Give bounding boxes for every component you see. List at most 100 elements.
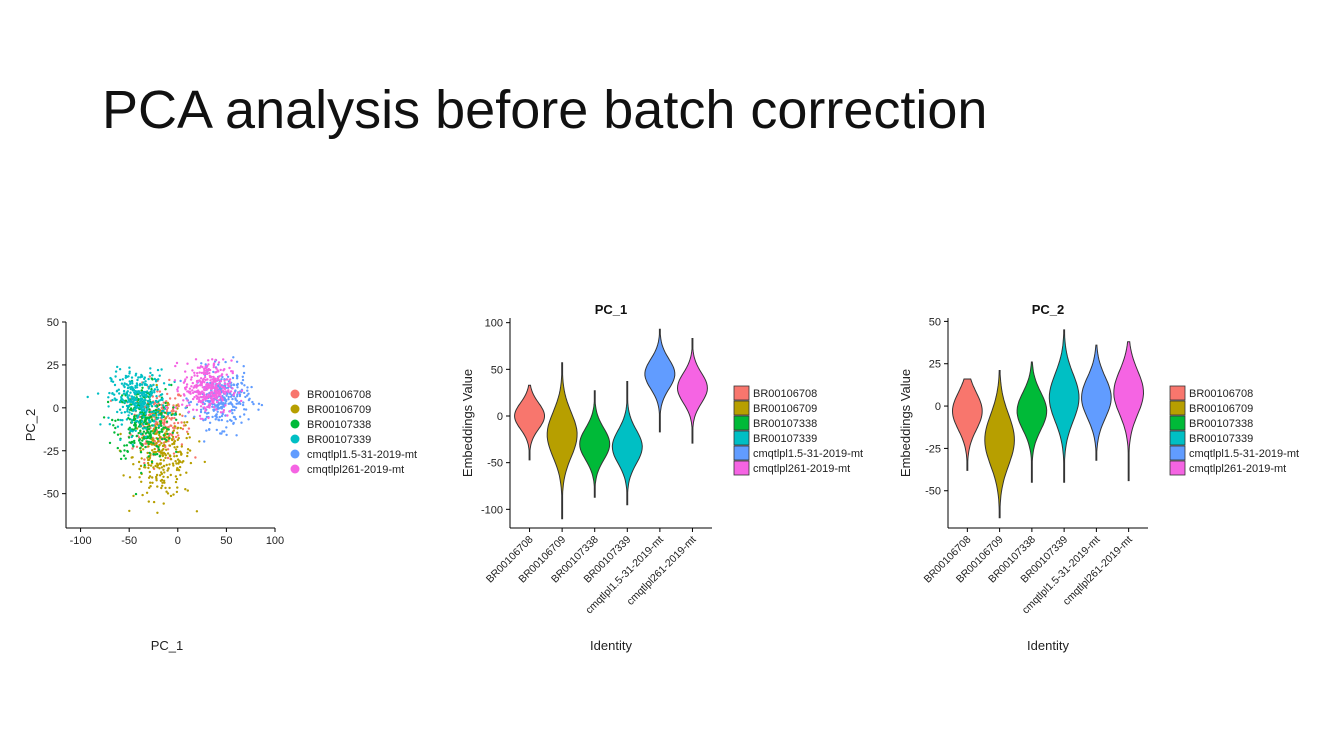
point bbox=[224, 402, 227, 405]
point bbox=[155, 386, 159, 389]
point bbox=[153, 420, 156, 423]
point bbox=[180, 443, 184, 446]
point bbox=[131, 382, 134, 385]
point bbox=[203, 387, 207, 390]
point bbox=[162, 451, 166, 454]
point bbox=[190, 385, 193, 388]
legend-label: BR00106708 bbox=[753, 388, 817, 400]
point bbox=[139, 425, 142, 428]
point bbox=[212, 379, 215, 382]
point bbox=[193, 374, 196, 377]
legend-key bbox=[1169, 400, 1186, 416]
point bbox=[174, 435, 178, 439]
point bbox=[142, 430, 146, 433]
point bbox=[160, 424, 163, 427]
point bbox=[215, 382, 219, 386]
point bbox=[163, 411, 167, 414]
point bbox=[185, 383, 189, 386]
point bbox=[215, 400, 219, 404]
point bbox=[116, 418, 120, 421]
point bbox=[237, 391, 241, 394]
legend-label: BR00106709 bbox=[753, 403, 817, 415]
point bbox=[196, 395, 199, 398]
point bbox=[149, 367, 152, 370]
point bbox=[246, 394, 249, 397]
point bbox=[96, 392, 100, 395]
y-tick-label: -50 bbox=[43, 489, 59, 501]
point bbox=[133, 398, 136, 401]
point bbox=[231, 397, 234, 401]
point bbox=[231, 412, 234, 415]
point bbox=[151, 378, 154, 381]
point bbox=[176, 427, 179, 430]
violin bbox=[984, 370, 1015, 519]
point bbox=[123, 411, 127, 414]
point bbox=[140, 412, 143, 416]
point bbox=[120, 411, 123, 414]
point bbox=[102, 416, 106, 419]
y-tick-label: -100 bbox=[481, 504, 503, 516]
point bbox=[235, 434, 238, 437]
point bbox=[169, 494, 173, 498]
point bbox=[127, 375, 130, 378]
point bbox=[173, 446, 176, 449]
point bbox=[165, 436, 168, 439]
point bbox=[156, 464, 160, 467]
point bbox=[246, 389, 249, 392]
y-tick-label: 50 bbox=[47, 317, 59, 329]
legend: BR00106708 BR00106709 BR00107338 BR00107339… bbox=[1169, 385, 1299, 476]
point bbox=[141, 408, 145, 411]
point bbox=[147, 440, 151, 443]
y-tick-label: -25 bbox=[43, 446, 59, 458]
point bbox=[235, 377, 239, 380]
point bbox=[204, 363, 207, 366]
point bbox=[130, 418, 133, 421]
point bbox=[126, 449, 129, 453]
point bbox=[125, 404, 129, 408]
point bbox=[158, 455, 161, 458]
point bbox=[148, 486, 151, 489]
point bbox=[224, 390, 227, 393]
point bbox=[151, 374, 154, 377]
point bbox=[113, 431, 116, 434]
point bbox=[156, 423, 159, 426]
point bbox=[207, 411, 210, 415]
point bbox=[152, 428, 155, 431]
point bbox=[173, 455, 176, 458]
point bbox=[160, 478, 164, 482]
point bbox=[168, 455, 172, 458]
legend-label: BR00106708 bbox=[1189, 388, 1253, 400]
point bbox=[163, 437, 166, 440]
point bbox=[220, 418, 223, 422]
point bbox=[244, 408, 248, 411]
y-tick-label: 0 bbox=[53, 403, 59, 415]
point bbox=[234, 398, 237, 401]
point bbox=[155, 479, 158, 482]
point bbox=[170, 413, 173, 417]
point bbox=[155, 395, 158, 398]
point bbox=[149, 432, 152, 436]
point bbox=[138, 415, 142, 419]
point bbox=[158, 474, 162, 477]
point bbox=[137, 432, 140, 435]
point bbox=[232, 393, 235, 397]
point bbox=[216, 410, 219, 413]
legend-key bbox=[733, 385, 750, 401]
point bbox=[172, 464, 175, 467]
point bbox=[240, 399, 243, 403]
violin bbox=[546, 362, 578, 520]
point bbox=[107, 396, 110, 399]
point bbox=[141, 390, 145, 394]
point bbox=[174, 448, 178, 451]
x-tick-label: 50 bbox=[220, 535, 232, 547]
point bbox=[175, 477, 179, 481]
point bbox=[207, 363, 210, 366]
point bbox=[165, 408, 169, 412]
point bbox=[223, 430, 226, 433]
point bbox=[221, 399, 224, 402]
point bbox=[206, 405, 209, 409]
point bbox=[174, 475, 178, 478]
point bbox=[199, 377, 203, 380]
point bbox=[164, 456, 167, 460]
